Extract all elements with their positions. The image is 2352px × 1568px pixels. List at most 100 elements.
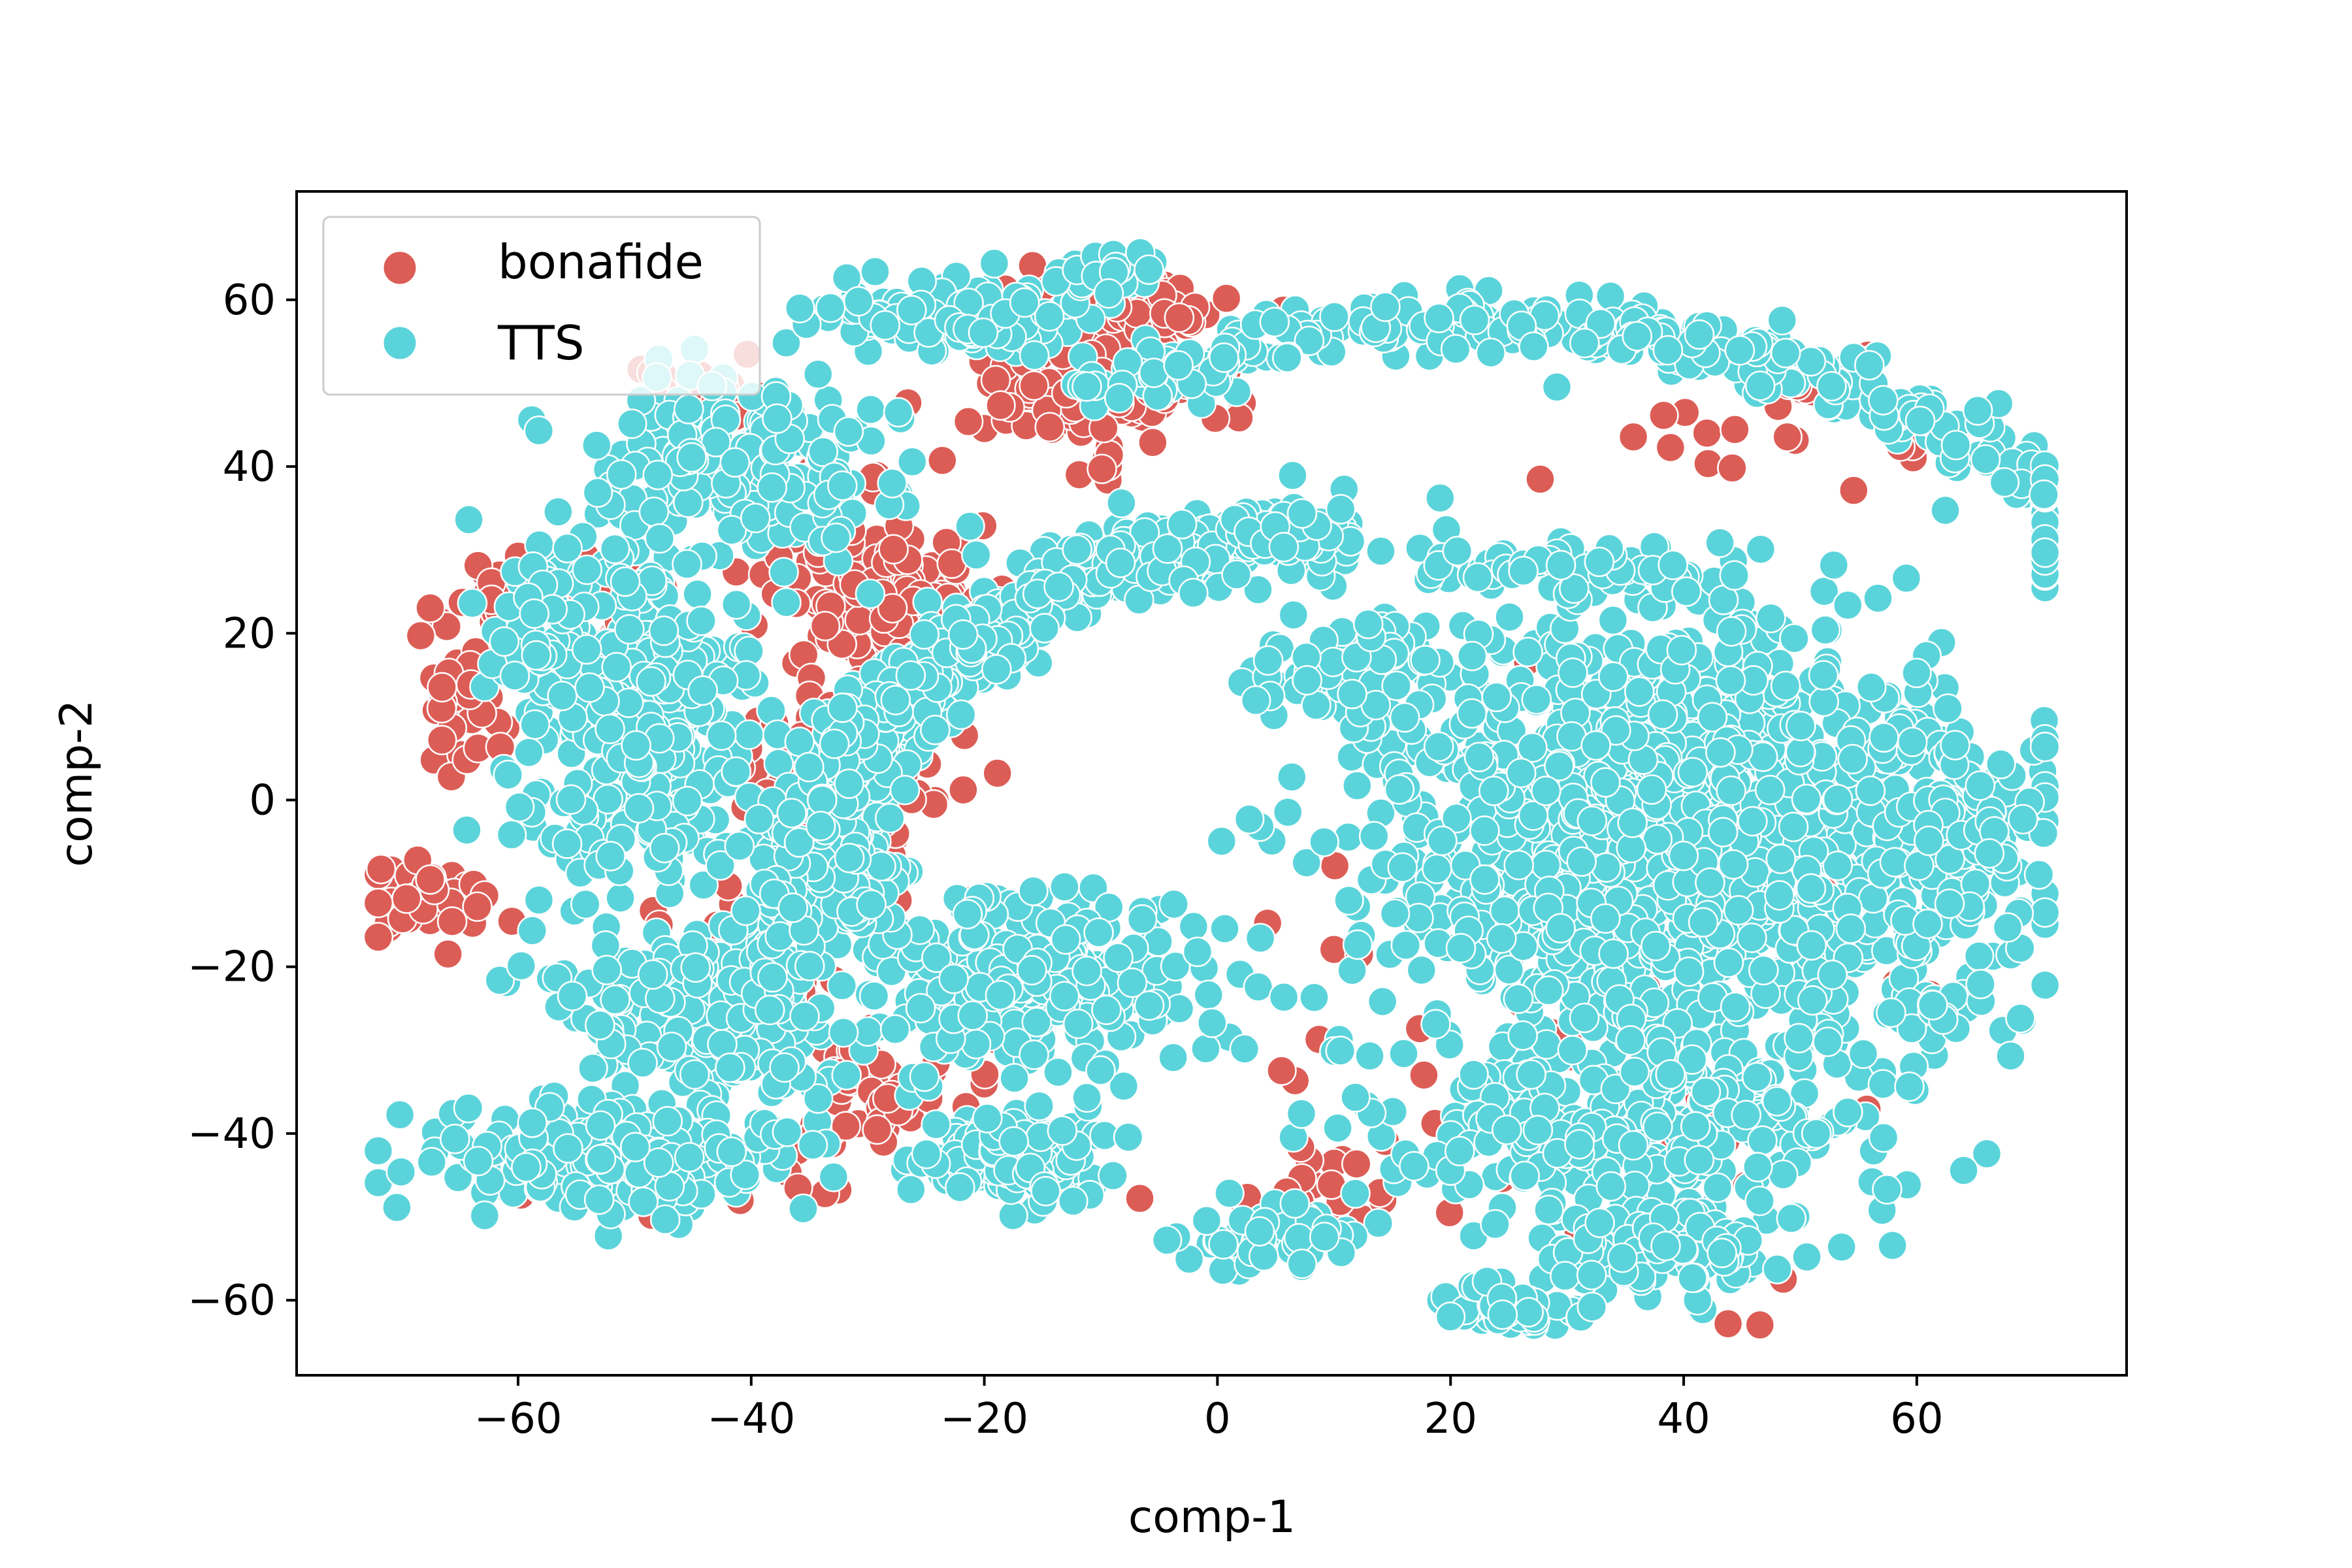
scatter-point-tts (1779, 623, 1810, 654)
scatter-point-tts (1695, 867, 1725, 898)
scatter-point-tts (457, 588, 488, 619)
scatter-point-bonafide (1137, 427, 1168, 458)
scatter-point-tts (1252, 645, 1284, 676)
scatter-point-bonafide (948, 774, 979, 806)
scatter-point-tts (682, 579, 713, 610)
scatter-point-tts (1778, 811, 1809, 842)
scatter-point-tts (1083, 917, 1114, 948)
scatter-point-tts (1810, 614, 1841, 645)
scatter-point-tts (1093, 278, 1124, 309)
scatter-point-tts (656, 1032, 687, 1062)
scatter-point-tts (1770, 670, 1801, 702)
scatter-point-tts (601, 651, 632, 683)
scatter-point-tts (1018, 875, 1049, 906)
scatter-point-tts (595, 841, 626, 872)
scatter-point-tts (1618, 1130, 1649, 1161)
scatter-point-tts (1754, 774, 1786, 806)
scatter-point-tts (1855, 776, 1886, 806)
scatter-point-bonafide (862, 1114, 892, 1145)
scatter-point-tts (1071, 1082, 1102, 1113)
scatter-point-tts (1655, 1059, 1686, 1090)
scatter-point-tts (1367, 986, 1398, 1017)
scatter-point-tts (1974, 838, 2005, 869)
scatter-point-tts (1894, 1071, 1925, 1102)
scatter-point-bonafide (985, 390, 1016, 421)
scatter-point-tts (543, 497, 574, 527)
scatter-point-tts (1098, 1160, 1128, 1191)
scatter-point-tts (833, 416, 864, 447)
scatter-point-bonafide (878, 534, 909, 564)
scatter-point-tts (1249, 1241, 1279, 1272)
scatter-point-tts (1113, 1122, 1144, 1152)
scatter-point-bonafide (433, 938, 463, 970)
scatter-point-tts (1531, 849, 1561, 881)
scatter-point-tts (1642, 1111, 1673, 1142)
scatter-point-tts (519, 709, 550, 740)
scatter-point-tts (574, 672, 605, 703)
scatter-point-tts (1741, 1062, 1772, 1092)
scatter-point-tts (785, 293, 815, 323)
scatter-point-tts (551, 828, 583, 859)
scatter-point-tts (938, 964, 969, 994)
scatter-point-tts (2008, 804, 2038, 835)
scatter-point-tts (716, 1136, 747, 1168)
scatter-point-tts (1019, 1039, 1049, 1070)
scatter-point-tts (1286, 1098, 1317, 1129)
scatter-point-tts (644, 523, 676, 554)
scatter-point-tts (827, 470, 858, 501)
scatter-point-tts (583, 1184, 615, 1215)
scatter-point-tts (1808, 660, 1839, 691)
scatter-point-tts (687, 675, 718, 706)
scatter-point-tts (1690, 1077, 1722, 1107)
scatter-point-tts (1742, 1152, 1773, 1183)
scatter-point-bonafide (427, 725, 457, 755)
scatter-point-bonafide (953, 406, 984, 437)
scatter-point-tts (1590, 903, 1621, 934)
scatter-point-tts (1756, 602, 1786, 634)
scatter-point-bonafide (1211, 283, 1242, 314)
scatter-point-tts (1597, 605, 1629, 636)
scatter-point-tts (1566, 846, 1597, 877)
scatter-point-tts (843, 286, 874, 317)
scatter-point-tts (1545, 549, 1576, 581)
scatter-point-tts (1486, 923, 1517, 954)
scatter-point-tts (1435, 1301, 1466, 1332)
scatter-point-tts (1245, 923, 1276, 954)
scatter-point-tts (1826, 1232, 1857, 1263)
scatter-point-tts (1817, 959, 1848, 990)
scatter-point-tts (674, 394, 704, 425)
scatter-point-tts (585, 1110, 616, 1141)
scatter-point-tts (1737, 923, 1767, 953)
scatter-point-tts (1244, 1216, 1275, 1247)
scatter-point-tts (591, 955, 622, 985)
scatter-point-tts (1731, 1100, 1761, 1131)
scatter-point-tts (648, 615, 679, 646)
scatter-point-tts (1034, 301, 1065, 332)
scatter-point-tts (1516, 1059, 1546, 1090)
scatter-point-tts (1595, 1171, 1627, 1202)
scatter-point-tts (858, 981, 890, 1011)
scatter-point-tts (1469, 815, 1500, 846)
scatter-point-tts (1590, 767, 1621, 798)
scatter-point-tts (382, 1192, 412, 1223)
scatter-point-tts (1533, 1194, 1564, 1226)
scatter-point-tts (802, 359, 834, 390)
scatter-point-tts (828, 1017, 859, 1048)
scatter-point-tts (979, 248, 1010, 279)
scatter-point-tts (1352, 608, 1384, 640)
scatter-point-tts (1650, 1230, 1681, 1262)
scatter-point-tts (1388, 1038, 1419, 1069)
scatter-point-tts (1420, 1009, 1451, 1039)
scatter-point-tts (1158, 1042, 1188, 1073)
scatter-point-tts (870, 310, 900, 341)
scatter-point-tts (649, 1204, 681, 1235)
scatter-point-tts (1576, 1292, 1608, 1322)
scatter-point-tts (1748, 955, 1779, 986)
scatter-point-tts (623, 792, 655, 824)
scatter-point-tts (1229, 1034, 1260, 1064)
scatter-point-tts (1091, 994, 1122, 1025)
scatter-point-tts (1283, 1223, 1315, 1254)
scatter-point-tts (1340, 1178, 1371, 1209)
scatter-point-tts (1505, 757, 1537, 789)
